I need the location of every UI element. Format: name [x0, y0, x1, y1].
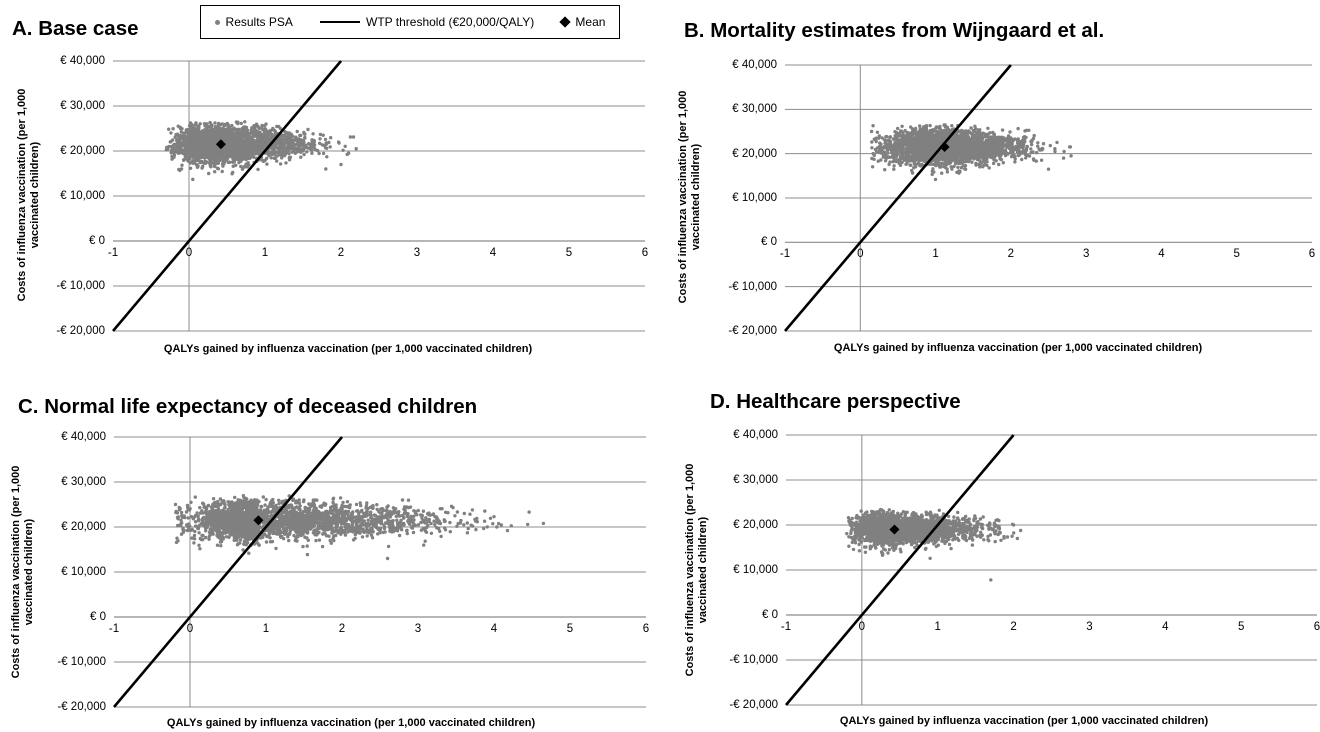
panel-a-psa-point [299, 155, 303, 159]
legend-item-psa: Results PSA [214, 15, 293, 29]
panel-a-psa-point [256, 167, 260, 172]
legend-label-psa: Results PSA [225, 15, 293, 29]
panel-a-psa-point [239, 121, 243, 126]
legend-dot-icon [214, 19, 220, 25]
panel-a-psa-points [164, 120, 358, 182]
panel-a-psa-point [180, 163, 184, 167]
panel-a-psa-point [275, 159, 279, 163]
legend-label-wtp: WTP threshold (€20,000/QALY) [366, 15, 535, 29]
panel-a-xlabel: QALYs gained by influenza vaccination (p… [163, 343, 533, 355]
legend: Results PSA WTP threshold (€20,000/QALY)… [200, 5, 620, 39]
panel-a-psa-point [203, 124, 207, 128]
panel-a-psa-point [317, 141, 322, 145]
panel-a-title: A. Base case [12, 17, 139, 40]
legend-item-mean: Mean [559, 15, 606, 29]
legend-line-icon [320, 21, 360, 23]
legend-label-mean: Mean [575, 15, 606, 29]
legend-item-wtp: WTP threshold (€20,000/QALY) [320, 15, 534, 29]
